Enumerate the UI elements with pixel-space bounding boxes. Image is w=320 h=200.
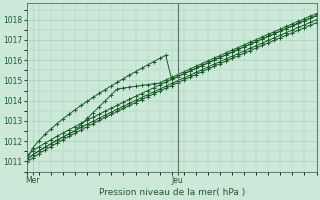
X-axis label: Pression niveau de la mer( hPa ): Pression niveau de la mer( hPa ): [99, 188, 245, 197]
